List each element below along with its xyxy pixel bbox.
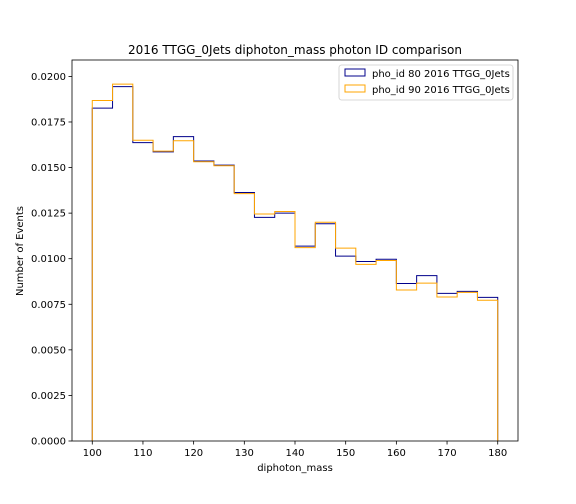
y-tick-label: 0.0000 [31, 437, 66, 448]
y-tick-label: 0.0100 [31, 254, 66, 265]
legend: pho_id 80 2016 TTGG_0Jets pho_id 90 2016 … [338, 64, 514, 101]
y-tick-label: 0.0200 [31, 72, 66, 83]
x-tick-label: 150 [336, 448, 355, 459]
legend-swatch-2 [344, 84, 366, 93]
x-tick-label: 120 [184, 448, 203, 459]
y-tick-label: 0.0175 [31, 117, 66, 128]
x-tick-label: 170 [437, 448, 456, 459]
y-tick-label: 0.0050 [31, 345, 66, 356]
x-tick-label: 100 [83, 448, 102, 459]
plot-area: 100 110 120 130 140 150 160 170 180 0.0000 0.0025 0… [31, 59, 519, 459]
y-tick-label: 0.0150 [31, 163, 66, 174]
series-line-2 [91, 83, 499, 441]
x-tick-label: 140 [285, 448, 304, 459]
y-tick-label: 0.0075 [31, 300, 66, 311]
legend-box [338, 64, 514, 101]
legend-label-2: pho_id 90 2016 TTGG_0Jets [372, 85, 510, 96]
chart-title: 2016 TTGG_0Jets diphoton_mass photon ID … [128, 43, 462, 57]
y-tick-label: 0.0025 [31, 391, 66, 402]
x-tick-label: 110 [133, 448, 152, 459]
legend-label-1: pho_id 80 2016 TTGG_0Jets [372, 69, 510, 80]
y-axis-label: Number of Events [15, 206, 26, 296]
x-tick-label: 160 [387, 448, 406, 459]
x-tick-label: 130 [235, 448, 254, 459]
x-tick-label: 180 [488, 448, 507, 459]
x-axis-label: diphoton_mass [257, 463, 333, 474]
y-tick-label: 0.0125 [31, 209, 66, 220]
legend-swatch-1 [344, 68, 366, 77]
